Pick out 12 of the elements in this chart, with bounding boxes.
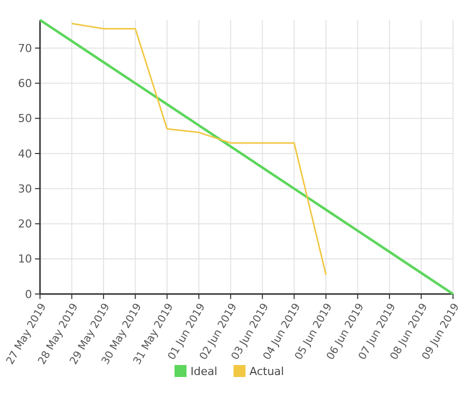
- y-tick-label: 40: [18, 147, 32, 160]
- y-tick-label: 20: [18, 218, 32, 231]
- legend-label: Ideal: [190, 364, 218, 378]
- y-tick-label: 10: [18, 252, 32, 266]
- y-tick-label: 60: [18, 77, 32, 90]
- y-tick-label: 50: [18, 112, 32, 126]
- line-series: [71, 22, 327, 276]
- y-tick-label: 70: [18, 42, 32, 55]
- legend-label: Actual: [250, 364, 284, 378]
- y-tick-label: 0: [25, 288, 32, 301]
- line-series: [38, 18, 454, 296]
- y-tick-label: 30: [18, 182, 32, 196]
